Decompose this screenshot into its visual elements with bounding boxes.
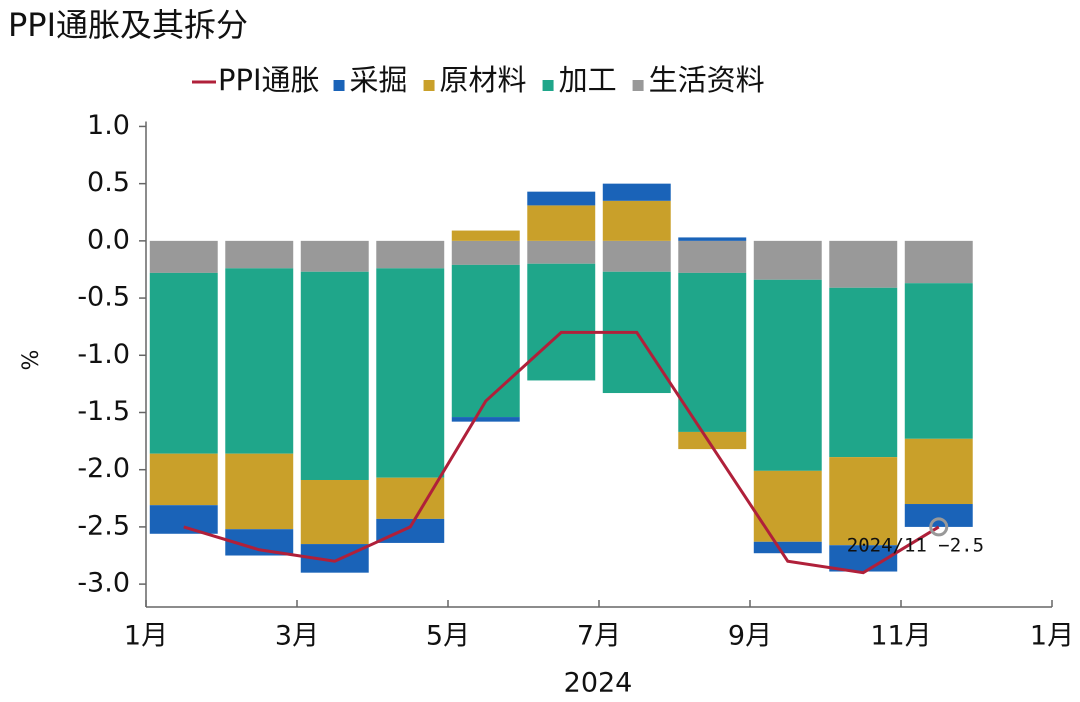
y-tick-label: -1.5 [77, 396, 130, 427]
bar-segment [376, 268, 445, 478]
bar-segment [904, 438, 973, 505]
bar-segment [602, 183, 671, 201]
bar-segment [149, 453, 218, 506]
x-axis-label: 2024 [564, 668, 633, 699]
x-tick-label: 1月 [1030, 621, 1074, 652]
legend-swatch [542, 80, 554, 91]
bar-segment [678, 272, 747, 432]
chart-title: PPI通胀及其拆分 [8, 6, 248, 44]
bar-segment [753, 470, 822, 542]
bar-segment [678, 240, 747, 273]
y-tick-label: -2.0 [77, 453, 130, 484]
bar-segment [527, 240, 596, 264]
y-tick-label: 0.0 [87, 224, 130, 255]
bar-segment [149, 505, 218, 534]
bar-segment [300, 271, 369, 480]
x-tick-label: 5月 [426, 621, 470, 652]
bar-segment [904, 283, 973, 439]
bar-segment [376, 240, 445, 269]
bar-segment [753, 240, 822, 280]
bar-segment [451, 264, 520, 418]
bar-segment [527, 205, 596, 241]
y-tick-label: -0.5 [77, 282, 130, 313]
bar-segment [904, 504, 973, 527]
bar-segment [829, 240, 898, 288]
bar-segment [149, 240, 218, 273]
x-tick-label: 1月 [124, 621, 168, 652]
legend-label: 加工 [559, 63, 617, 97]
annotation: 2024/11 −2.5 [847, 534, 984, 556]
bar-segment [753, 541, 822, 554]
x-tick-label: 11月 [870, 621, 931, 652]
y-tick-label: -3.0 [77, 568, 130, 599]
bar-segment [678, 237, 747, 241]
y-axis-label: % [19, 350, 44, 371]
bar-segment [904, 240, 973, 284]
legend-label: PPI通胀 [218, 63, 320, 97]
legend-label: 采掘 [350, 63, 408, 97]
bar-segment [451, 240, 520, 265]
bar-segment [602, 240, 671, 272]
legend-label: 生活资料 [649, 63, 765, 97]
bar-segment [376, 518, 445, 543]
y-tick-label: 0.5 [87, 167, 130, 198]
bar-segment [527, 191, 596, 206]
bar-segment [300, 240, 369, 272]
legend-swatch [423, 80, 435, 91]
bar-segment [829, 287, 898, 458]
bar-segment [527, 263, 596, 381]
bar-segment [753, 279, 822, 471]
bar-segment [451, 417, 520, 422]
bar-segment [300, 479, 369, 545]
bar-segment [376, 477, 445, 519]
y-tick-label: -1.0 [77, 339, 130, 370]
legend-label: 原材料 [440, 63, 527, 97]
y-tick-label: -2.5 [77, 510, 130, 541]
bar-segment [225, 453, 294, 530]
bar-segment [678, 431, 747, 450]
annotation-marker [929, 517, 949, 537]
bar-segment [829, 457, 898, 546]
line [183, 330, 940, 575]
legend-swatch [333, 80, 345, 91]
bar-segment [225, 268, 294, 454]
y-tick-label: 1.0 [87, 110, 130, 141]
x-tick-label: 7月 [577, 621, 621, 652]
x-tick-label: 3月 [275, 621, 319, 652]
bar-segment [602, 200, 671, 241]
legend-swatch [632, 80, 644, 91]
bar-segment [451, 230, 520, 241]
bar-segment [149, 272, 218, 454]
bar-segment [225, 240, 294, 269]
x-tick-label: 9月 [728, 621, 772, 652]
